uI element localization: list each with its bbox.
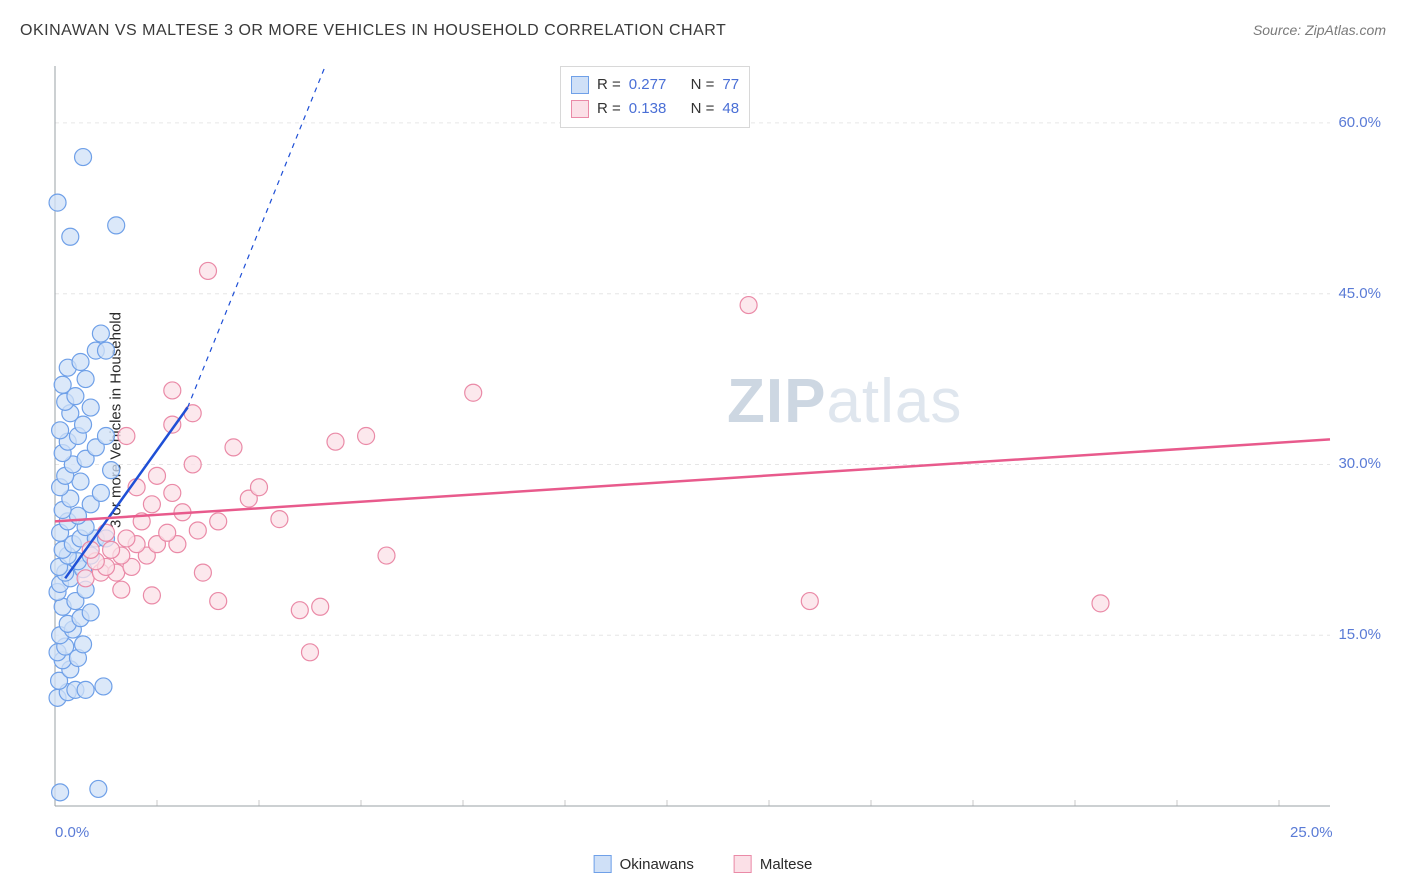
series-legend-item: Maltese [734,855,813,873]
legend-swatch-icon [734,855,752,873]
stat-value-n: 77 [722,73,739,97]
legend-swatch-icon [594,855,612,873]
stat-label-n: N = [691,73,715,97]
stat-value-r: 0.277 [629,73,667,97]
scatter-svg [47,56,1385,826]
chart-title: OKINAWAN VS MALTESE 3 OR MORE VEHICLES I… [20,22,726,40]
legend-swatch-icon [571,76,589,94]
series-legend: Okinawans Maltese [594,855,813,873]
source-label: Source: [1253,22,1301,38]
series-legend-label: Okinawans [620,856,694,873]
stat-label-r: R = [597,97,621,121]
y-tick-label: 45.0% [1338,285,1381,302]
x-tick-label: 25.0% [1290,824,1333,841]
stat-legend-row: R = 0.138 N = 48 [571,97,739,121]
stat-value-r: 0.138 [629,97,667,121]
y-tick-label: 60.0% [1338,114,1381,131]
legend-swatch-icon [571,100,589,118]
stat-legend: R = 0.277 N = 77 R = 0.138 N = 48 [560,66,750,128]
plot-area: ZIPatlas [47,56,1385,826]
stat-label-r: R = [597,73,621,97]
stat-value-n: 48 [722,97,739,121]
series-legend-item: Okinawans [594,855,694,873]
source-value: ZipAtlas.com [1305,22,1386,38]
x-tick-label: 0.0% [55,824,89,841]
y-tick-label: 30.0% [1338,455,1381,472]
chart-root: OKINAWAN VS MALTESE 3 OR MORE VEHICLES I… [0,0,1406,892]
y-tick-label: 15.0% [1338,626,1381,643]
series-legend-label: Maltese [760,856,813,873]
stat-label-n: N = [691,97,715,121]
stat-legend-row: R = 0.277 N = 77 [571,73,739,97]
source-attribution: Source: ZipAtlas.com [1253,22,1386,38]
